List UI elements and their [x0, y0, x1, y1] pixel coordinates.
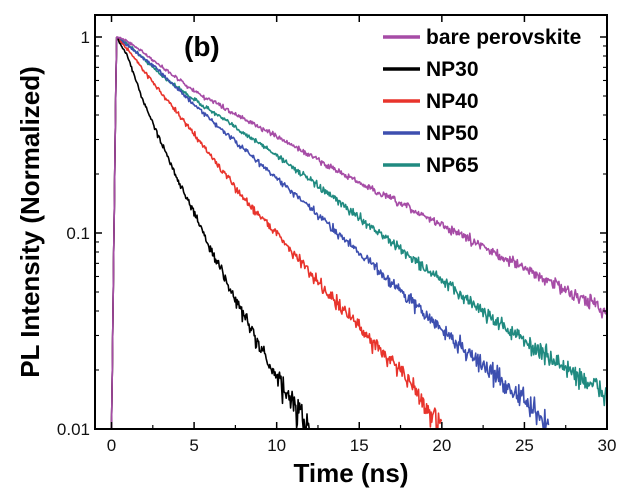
series-line-np65 — [110, 36, 608, 430]
legend-item-np50: NP50 — [383, 122, 479, 145]
series-line-np40 — [110, 36, 443, 430]
series-line-np30 — [110, 36, 310, 430]
legend-label: bare perovskite — [426, 26, 581, 49]
x-axis-title: Time (ns) — [293, 458, 408, 488]
axis-ticks: 0 5 10 15 20 25 30 0.01 0.1 1 — [57, 15, 617, 455]
legend: bare perovskite NP30 NP40 NP50 NP65 — [383, 26, 581, 177]
legend-item-np30: NP30 — [383, 58, 479, 81]
legend-label: NP40 — [426, 90, 479, 113]
panel-label: (b) — [184, 31, 220, 62]
y-tick-label: 0.01 — [57, 420, 90, 439]
legend-label: NP30 — [426, 58, 479, 81]
x-tick-label: 10 — [267, 436, 286, 455]
x-tick-label: 20 — [432, 436, 451, 455]
legend-label: NP50 — [426, 122, 479, 145]
legend-item-np40: NP40 — [383, 90, 479, 113]
legend-label: NP65 — [426, 154, 479, 177]
legend-item-np65: NP65 — [383, 154, 479, 177]
series-layer — [110, 36, 608, 430]
x-tick-label: 15 — [350, 436, 369, 455]
x-tick-label: 25 — [515, 436, 534, 455]
legend-item-bare-perovskite: bare perovskite — [383, 26, 581, 49]
y-tick-label: 0.1 — [66, 224, 90, 243]
series-line-np50 — [110, 36, 550, 430]
x-tick-label: 0 — [107, 436, 116, 455]
x-tick-label: 5 — [189, 436, 198, 455]
y-tick-label: 1 — [81, 28, 90, 47]
x-tick-label: 30 — [598, 436, 617, 455]
y-axis-title: PL Intensity (Normalized) — [15, 66, 45, 378]
series-line-bare-perovskite — [110, 36, 608, 430]
plot-frame — [94, 14, 608, 430]
